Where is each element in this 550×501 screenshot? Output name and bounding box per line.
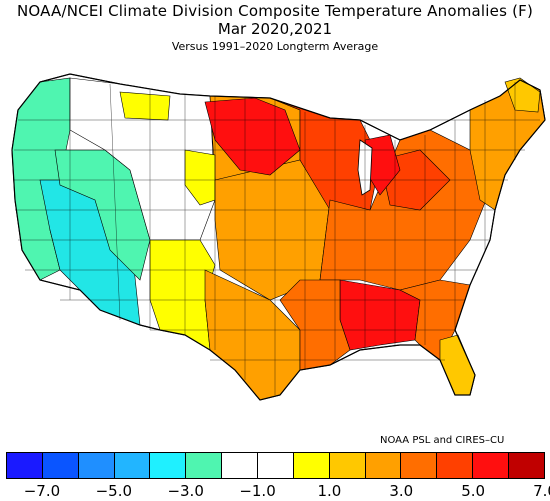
map-outline xyxy=(11,73,546,401)
region-florida xyxy=(439,334,476,396)
map-subtitle: Versus 1991–2020 Longterm Average xyxy=(171,40,379,53)
map-period: Mar 2020,2021 xyxy=(217,20,333,38)
legend-swatch xyxy=(114,453,151,478)
region-northern-lakes xyxy=(204,97,301,176)
legend-swatch xyxy=(78,453,115,478)
legend-swatch xyxy=(258,453,294,478)
region-maine-north xyxy=(504,77,541,113)
legend-tick-label: 5.0 xyxy=(461,482,486,500)
division-lines xyxy=(13,78,540,395)
legend-swatch xyxy=(437,453,474,478)
legend-swatch xyxy=(42,453,79,478)
color-legend-bar xyxy=(6,452,545,479)
map-title: NOAA/NCEI Climate Division Composite Tem… xyxy=(16,2,534,20)
data-credit: NOAA PSL and CIRES–CU xyxy=(380,435,505,446)
legend-swatch xyxy=(365,453,402,478)
legend-swatch xyxy=(509,453,544,478)
legend-tick-label: 7.0 xyxy=(533,482,550,500)
legend-tick-label: 3.0 xyxy=(389,482,414,500)
region-montana-east-yellow xyxy=(119,91,171,121)
legend-swatch xyxy=(186,453,223,478)
legend-tick-label: −5.0 xyxy=(95,482,133,500)
legend-tick-label: −3.0 xyxy=(167,482,204,500)
legend-swatch xyxy=(222,453,259,478)
legend-swatch xyxy=(401,453,438,478)
legend-swatch xyxy=(150,453,187,478)
legend-swatch xyxy=(7,453,43,478)
legend-tick-label: 1.0 xyxy=(317,482,342,500)
legend-swatch xyxy=(473,453,510,478)
legend-swatch xyxy=(329,453,366,478)
legend-tick-label: −1.0 xyxy=(239,482,276,500)
legend-swatch xyxy=(293,453,330,478)
legend-tick-label: −7.0 xyxy=(23,482,61,500)
